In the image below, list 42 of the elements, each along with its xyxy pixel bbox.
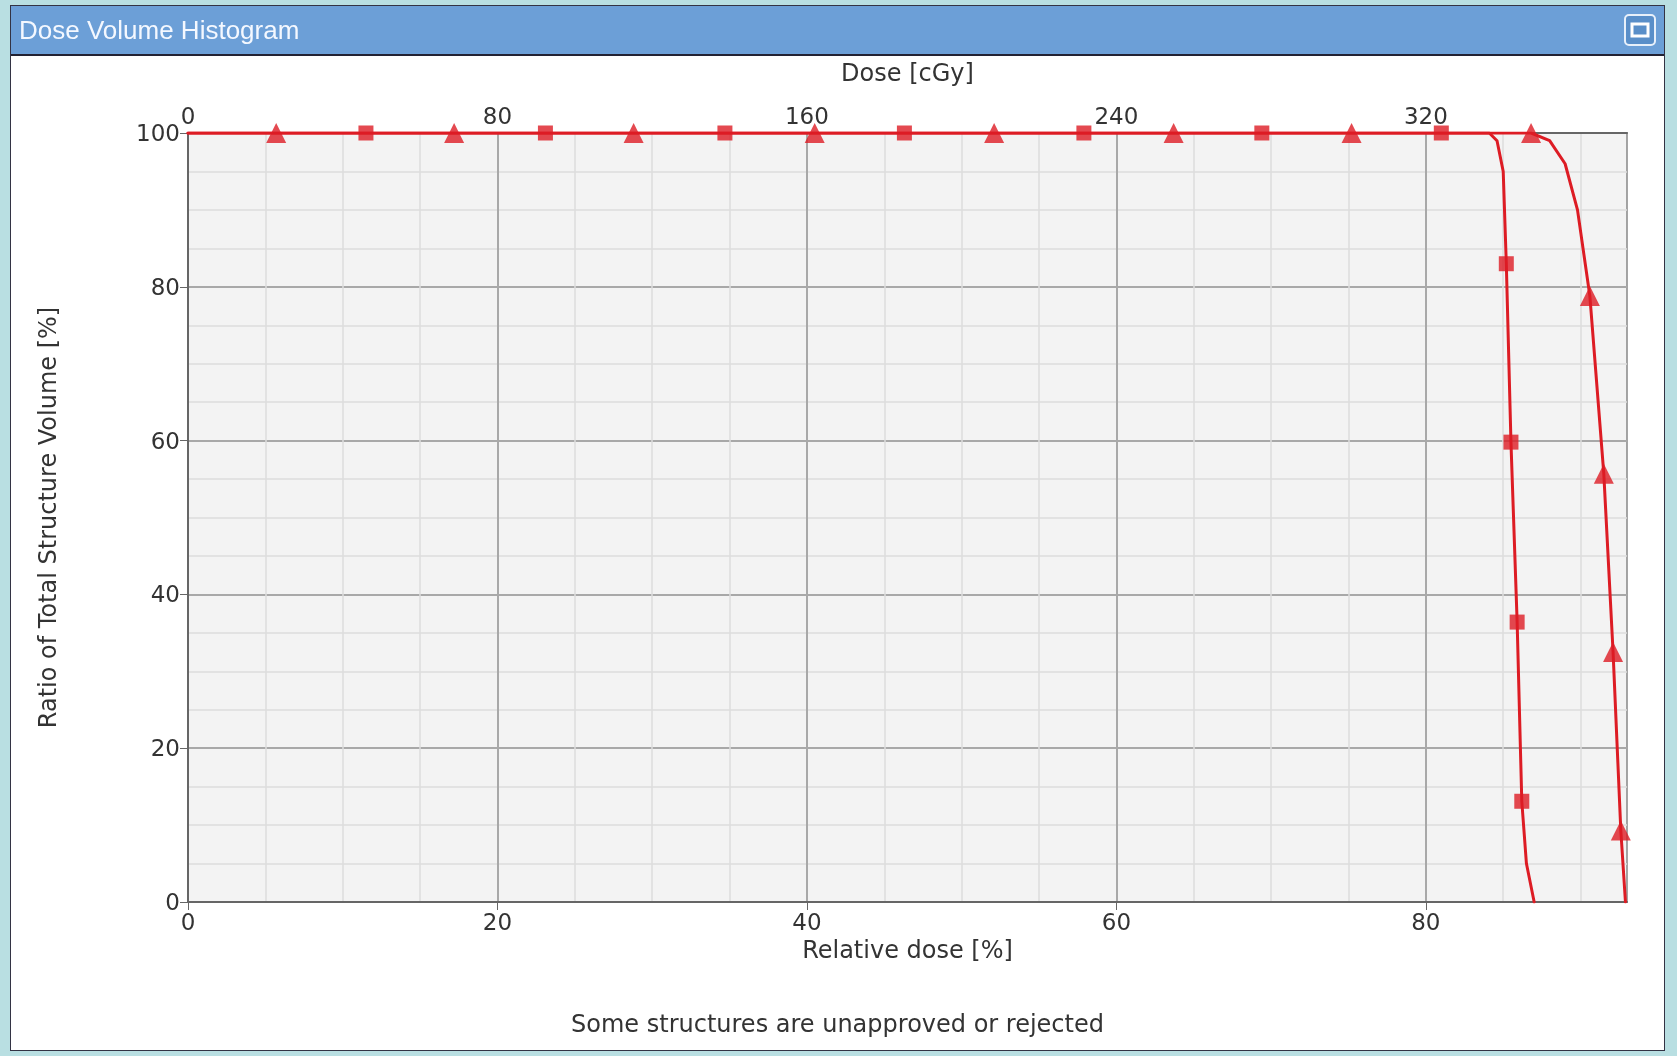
point bbox=[804, 123, 825, 143]
y-tick-label: 40 bbox=[150, 581, 180, 608]
point bbox=[266, 123, 287, 143]
x2-axis-title: Dose [cGy] bbox=[841, 59, 974, 87]
point bbox=[537, 125, 553, 141]
point bbox=[1433, 125, 1449, 141]
point bbox=[1498, 256, 1514, 272]
x-tick-label: 40 bbox=[792, 908, 822, 935]
chart-title: Dose Volume Histogram bbox=[19, 15, 300, 46]
y-axis-title: Ratio of Total Structure Volume [%] bbox=[34, 306, 62, 729]
x-axis-title: Relative dose [%] bbox=[802, 935, 1013, 964]
point bbox=[1579, 286, 1600, 307]
x2-tick-label: 320 bbox=[1403, 102, 1448, 129]
point bbox=[717, 125, 733, 141]
point bbox=[1163, 123, 1184, 143]
y-tick-label: 60 bbox=[150, 427, 180, 454]
point bbox=[1521, 123, 1542, 143]
point bbox=[1076, 125, 1092, 141]
point bbox=[984, 123, 1005, 143]
point bbox=[1254, 125, 1270, 141]
y-tick-label: 0 bbox=[165, 889, 180, 915]
point bbox=[358, 125, 374, 141]
x2-tick-label: 240 bbox=[1094, 102, 1139, 129]
point bbox=[444, 123, 465, 143]
y-tick-label: 20 bbox=[150, 735, 180, 762]
point bbox=[1593, 463, 1614, 484]
point bbox=[1503, 434, 1519, 450]
x-tick-label: 80 bbox=[1411, 908, 1441, 935]
x-tick-label: 20 bbox=[482, 908, 513, 935]
y-tick-label: 80 bbox=[150, 273, 180, 300]
y-tick-label: 100 bbox=[136, 120, 180, 146]
text: Some structures are unapproved or rejected bbox=[571, 1010, 1104, 1038]
x-tick-label: 60 bbox=[1101, 908, 1132, 935]
point bbox=[1341, 123, 1362, 143]
x2-tick-label: 160 bbox=[784, 102, 829, 129]
point bbox=[1514, 793, 1530, 809]
point bbox=[1610, 820, 1631, 841]
point bbox=[1603, 642, 1624, 663]
point bbox=[896, 125, 912, 141]
x2-tick-label: 80 bbox=[482, 102, 513, 129]
point bbox=[1509, 614, 1525, 630]
point bbox=[623, 123, 644, 143]
